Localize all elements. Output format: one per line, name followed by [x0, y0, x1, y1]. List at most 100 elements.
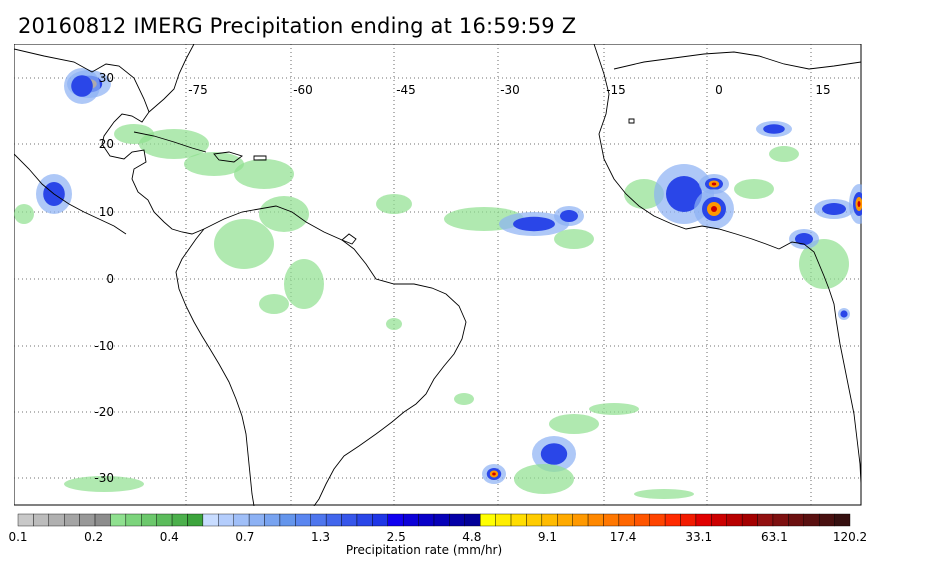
- coastline-mexico-pacific: [14, 153, 127, 235]
- coastline-canaries: [628, 118, 635, 124]
- colorbar-tick-label: 120.2: [833, 530, 867, 544]
- graticule: [14, 44, 861, 505]
- rain-cell: [386, 318, 402, 330]
- latitude-label: -20: [94, 405, 114, 419]
- colorbar-tick-label: 0.4: [160, 530, 179, 544]
- colorbar-tick-label: 0.1: [8, 530, 27, 544]
- longitude-label: 0: [715, 83, 723, 97]
- rain-cell: [554, 229, 594, 249]
- colorbar-cell: [125, 513, 142, 527]
- colorbar-cell: [803, 513, 820, 527]
- colorbar-cell: [279, 513, 296, 527]
- colorbar-cell: [618, 513, 635, 527]
- colorbar-cell: [634, 513, 650, 527]
- colorbar-cell: [325, 513, 342, 527]
- rain-cell: [259, 196, 309, 232]
- latitude-label: 20: [99, 137, 114, 151]
- colorbar-cell: [387, 513, 404, 527]
- rain-core: [763, 124, 785, 134]
- rain-extreme-core: [711, 182, 717, 186]
- precipitation-field: [14, 68, 862, 499]
- rain-core: [822, 203, 846, 215]
- colorbar-cell: [48, 513, 65, 527]
- longitude-label: -30: [500, 83, 520, 97]
- colorbar-cell: [449, 513, 466, 527]
- colorbar-cell: [187, 513, 204, 527]
- map-title: 20160812 IMERG Precipitation ending at 1…: [18, 14, 577, 38]
- rain-cell: [184, 152, 244, 176]
- colorbar-cell: [33, 513, 50, 527]
- coastline-north-america: [14, 48, 205, 235]
- map-frame: [14, 44, 862, 506]
- colorbar-cell: [741, 513, 758, 527]
- colorbar-cell: [526, 513, 543, 527]
- colorbar-cell: [757, 513, 774, 527]
- rain-cell: [64, 476, 144, 492]
- longitude-label: -75: [188, 83, 208, 97]
- colorbar-cell: [372, 513, 388, 527]
- coastline-south-america: [203, 205, 467, 506]
- colorbar-cells: [17, 513, 851, 527]
- rain-cell: [234, 159, 294, 189]
- colorbar-cell: [464, 513, 481, 527]
- colorbar-cell: [572, 513, 589, 527]
- rain-cell: [769, 146, 799, 162]
- colorbar-cell: [726, 513, 743, 527]
- colorbar-cell: [79, 513, 96, 527]
- colorbar-cell: [649, 513, 666, 527]
- coastline-amazon-delta: [341, 233, 357, 245]
- rain-core: [840, 310, 848, 318]
- colorbar-tick-label: 17.4: [610, 530, 637, 544]
- colorbar-tick-label: 0.2: [84, 530, 103, 544]
- coastline-us-east: [148, 44, 195, 113]
- colorbar-cell: [418, 513, 435, 527]
- colorbar-cell: [495, 513, 512, 527]
- colorbar-cell: [480, 513, 496, 527]
- longitude-label: -60: [293, 83, 313, 97]
- longitude-label: -15: [606, 83, 626, 97]
- rain-cell: [284, 259, 324, 309]
- coastline-mediterranean: [613, 51, 862, 70]
- colorbar-tick-label: 2.5: [387, 530, 406, 544]
- colorbar-cell: [603, 513, 620, 527]
- coastline-cuba: [133, 131, 207, 153]
- colorbar-cell: [310, 513, 327, 527]
- colorbar-cell: [356, 513, 373, 527]
- colorbar-cell: [587, 513, 604, 527]
- longitude-labels: -75 -60 -45 -30 -15 0 15: [188, 83, 830, 97]
- colorbar-tick-label: 33.1: [685, 530, 712, 544]
- colorbar-cell: [233, 513, 250, 527]
- latitude-labels: 30 20 10 0 -10 -20 -30: [94, 71, 114, 485]
- colorbar-cell: [110, 513, 127, 527]
- rain-cell: [549, 414, 599, 434]
- colorbar-cell: [218, 513, 234, 527]
- colorbar-cell: [541, 513, 558, 527]
- colorbar-cell: [664, 513, 681, 527]
- colorbar-tick-label: 4.8: [462, 530, 481, 544]
- colorbar-cell: [772, 513, 789, 527]
- colorbar-cell: [788, 513, 804, 527]
- rain-cell: [734, 179, 774, 199]
- rain-cell: [799, 239, 849, 289]
- colorbar-cell: [264, 513, 281, 527]
- colorbar-cell: [295, 513, 311, 527]
- colorbar-cell: [141, 513, 157, 527]
- rain-cell: [376, 194, 412, 214]
- colorbar-cell: [834, 513, 851, 527]
- rain-cell: [634, 489, 694, 499]
- coastlines: [14, 44, 862, 506]
- rain-core: [540, 443, 568, 465]
- colorbar-tick-label: 0.7: [235, 530, 254, 544]
- colorbar-cell: [695, 513, 712, 527]
- colorbar-cell: [510, 513, 527, 527]
- colorbar: 0.1 0.2 0.4 0.7 1.3 2.5 4.8 9.1 17.4 33.1 63.1 120.…: [8, 513, 867, 557]
- colorbar-cell: [248, 513, 265, 527]
- colorbar-cell: [341, 513, 358, 527]
- rain-core: [560, 210, 578, 222]
- coastline-hispaniola: [213, 151, 243, 163]
- colorbar-cell: [818, 513, 835, 527]
- coastline-africa-north: [593, 44, 780, 250]
- colorbar-cell: [402, 513, 419, 527]
- rain-core: [795, 233, 813, 245]
- rain-cell: [259, 294, 289, 314]
